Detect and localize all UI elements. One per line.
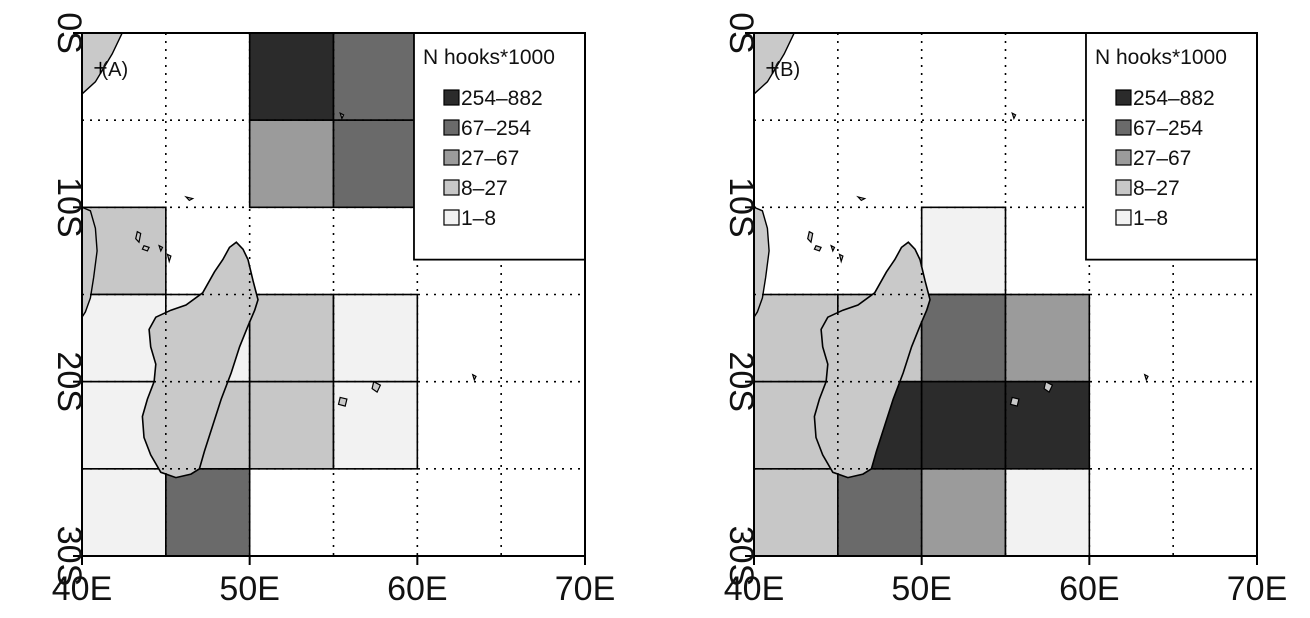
map-panel-b: (B) N hooks*1000 254–882 67–254 27–67 8–27 1–8… (722, 12, 1287, 608)
effort-cell (837, 468, 923, 556)
island (158, 244, 164, 253)
legend-label: 1–8 (1133, 207, 1168, 230)
x-tick-label: 60E (1059, 570, 1120, 608)
legend-title: N hooks*1000 (1095, 46, 1227, 69)
island (371, 380, 382, 393)
y-tick-label: 30S (50, 526, 88, 587)
x-tick-label: 50E (891, 570, 952, 608)
island (1011, 112, 1017, 120)
island (141, 244, 150, 252)
island (166, 253, 172, 264)
effort-cell (248, 380, 335, 470)
location-marker-icon (766, 61, 779, 74)
effort-cell (920, 293, 1007, 383)
legend-swatch (1115, 209, 1132, 226)
island (830, 244, 836, 253)
legend-label: 8–27 (461, 177, 508, 200)
y-tick-label: 30S (722, 526, 760, 587)
legend-label: 8–27 (1133, 177, 1180, 200)
effort-cell (332, 33, 419, 121)
legend-swatch (1115, 119, 1132, 136)
effort-cell (248, 119, 335, 209)
legend-swatch (1115, 89, 1132, 106)
legend-swatch (1115, 179, 1132, 196)
legend-label: 254–882 (1133, 87, 1215, 110)
y-tick-label: 10S (722, 177, 760, 238)
effort-cell (332, 380, 419, 470)
legend-label: 67–254 (461, 117, 531, 140)
y-tick-label: 20S (722, 351, 760, 412)
island (471, 373, 477, 382)
effort-cell (82, 468, 167, 556)
y-tick-label: 20S (50, 351, 88, 412)
african-coast (754, 206, 770, 319)
legend-title: N hooks*1000 (423, 46, 555, 69)
island (813, 244, 822, 252)
island (1009, 396, 1020, 407)
effort-cell (332, 119, 419, 209)
island (807, 230, 814, 244)
legend-swatch (443, 89, 460, 106)
island (184, 195, 195, 202)
y-tick-label: 10S (50, 177, 88, 238)
panel-label: (A) (101, 59, 128, 81)
legend-swatch (1115, 149, 1132, 166)
island (339, 112, 345, 120)
island (838, 253, 844, 264)
legend-label: 67–254 (1133, 117, 1203, 140)
legend-label: 27–67 (1133, 147, 1191, 170)
effort-cell (1004, 468, 1091, 556)
legend-swatch (443, 119, 460, 136)
y-tick-label: 0S (50, 12, 88, 54)
y-tick-label: 0S (722, 12, 760, 54)
effort-cell (248, 293, 335, 383)
x-tick-label: 70E (1227, 570, 1288, 608)
madagascar-landmass (141, 241, 259, 479)
effort-cell (920, 206, 1007, 296)
effort-cell (165, 468, 251, 556)
effort-cell (248, 33, 335, 121)
effort-cell (332, 293, 419, 383)
x-tick-label: 40E (52, 570, 113, 608)
legend-swatch (443, 179, 460, 196)
panel-label: (B) (773, 59, 800, 81)
legend-swatch (443, 149, 460, 166)
effort-cell (920, 380, 1007, 470)
legend-label: 254–882 (461, 87, 543, 110)
effort-cell (1004, 293, 1091, 383)
island (337, 396, 348, 407)
island (1143, 373, 1149, 382)
island (856, 195, 867, 202)
effort-cell (920, 468, 1007, 556)
map-frame (753, 32, 1258, 557)
legend: N hooks*1000 254–882 67–254 27–67 8–27 1–8 (413, 33, 585, 261)
legend-label: 27–67 (461, 147, 519, 170)
location-marker-icon (94, 61, 107, 74)
effort-cell (1004, 380, 1091, 470)
island (135, 230, 142, 244)
legend-swatch (443, 209, 460, 226)
x-tick-label: 40E (724, 570, 785, 608)
effort-cell (754, 468, 839, 556)
madagascar-landmass (813, 241, 931, 479)
map-frame (81, 32, 586, 557)
x-tick-label: 50E (219, 570, 280, 608)
legend-label: 1–8 (461, 207, 496, 230)
legend: N hooks*1000 254–882 67–254 27–67 8–27 1–8 (1085, 33, 1257, 261)
x-tick-label: 60E (387, 570, 448, 608)
map-panel-a: (A) N hooks*1000 254–882 67–254 27–67 8–27 1–8… (50, 12, 615, 608)
x-tick-label: 70E (555, 570, 616, 608)
african-coast (82, 206, 98, 319)
island (1043, 380, 1054, 393)
